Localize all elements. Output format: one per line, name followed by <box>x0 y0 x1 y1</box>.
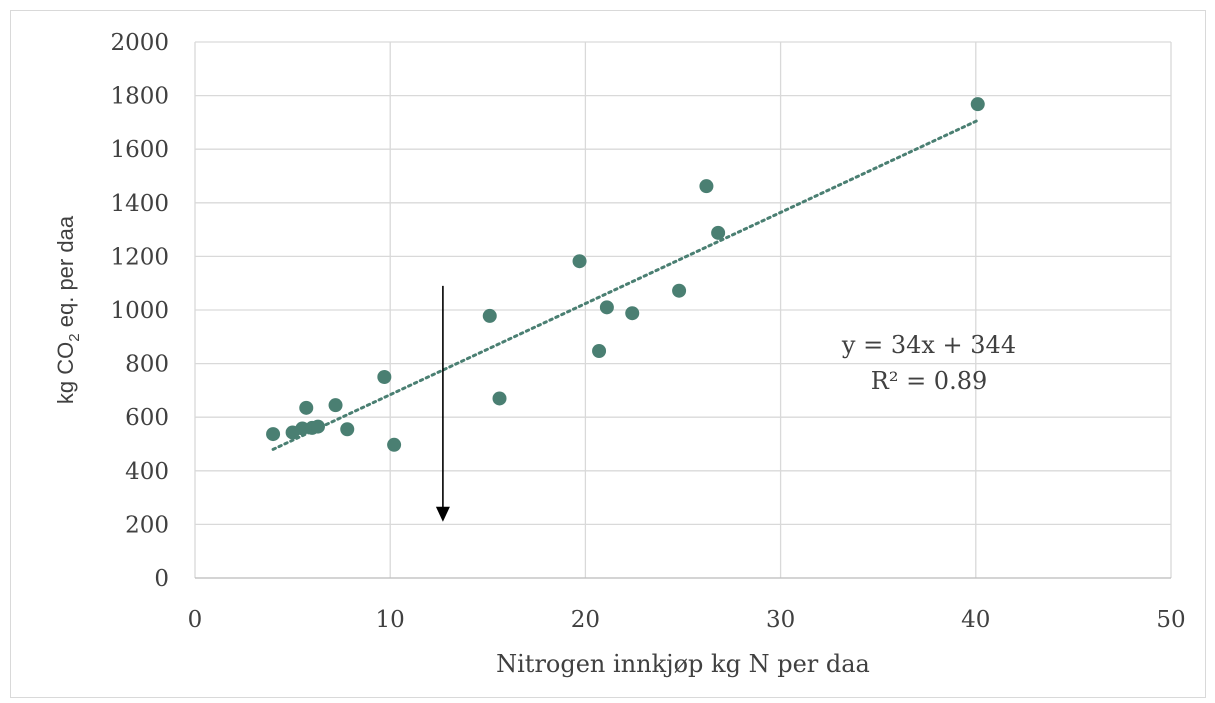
trend-equation: y = 34x + 344 <box>841 331 1016 359</box>
x-tick-label: 0 <box>188 607 203 633</box>
grid-lines <box>194 41 1172 579</box>
y-tick-label: 0 <box>154 566 169 592</box>
y-tick-label: 1000 <box>110 298 169 324</box>
data-point <box>711 225 726 240</box>
y-tick-label: 1600 <box>110 137 169 163</box>
data-point <box>387 437 402 452</box>
data-point <box>625 306 640 321</box>
data-point <box>572 254 587 269</box>
data-point <box>377 370 392 384</box>
data-point <box>672 283 687 298</box>
trendline-group <box>271 118 980 451</box>
y-tick-label: 800 <box>125 352 169 378</box>
arrow-annotation <box>435 285 450 522</box>
data-point <box>340 422 355 437</box>
data-point <box>970 97 985 112</box>
y-tick-label: 200 <box>125 512 169 538</box>
trendline <box>271 118 980 451</box>
x-tick-label: 30 <box>766 607 795 633</box>
data-point <box>592 344 607 359</box>
r-squared-label: R² = 0.89 <box>871 367 988 395</box>
x-tick-label: 40 <box>961 607 990 633</box>
data-point <box>699 179 714 194</box>
arrow-head <box>435 506 450 522</box>
chart-frame <box>10 10 1206 698</box>
y-tick-label: 600 <box>125 405 169 431</box>
y-tick-label: 1200 <box>110 244 169 270</box>
x-tick-label: 50 <box>1156 607 1185 633</box>
y-tick-label: 1800 <box>110 84 169 110</box>
data-point <box>482 308 497 323</box>
y-tick-label: 1400 <box>110 191 169 217</box>
x-tick-label: 10 <box>376 607 405 633</box>
data-point <box>299 400 314 415</box>
data-point <box>599 300 614 315</box>
y-axis-title: kg CO2 eq. per daa <box>53 215 83 404</box>
data-point <box>266 427 281 442</box>
data-point <box>492 391 507 406</box>
x-axis-title: Nitrogen innkjøp kg N per daa <box>496 650 870 678</box>
x-tick-label: 20 <box>571 607 600 633</box>
data-point <box>328 398 343 413</box>
y-tick-label: 2000 <box>110 30 169 56</box>
data-points <box>266 97 985 452</box>
data-point <box>310 419 325 434</box>
tick-labels: 0 200 400 600 800 1000 1200 1400 1600 1800 2000 0 10… <box>110 30 1185 633</box>
y-tick-label: 400 <box>125 459 169 485</box>
